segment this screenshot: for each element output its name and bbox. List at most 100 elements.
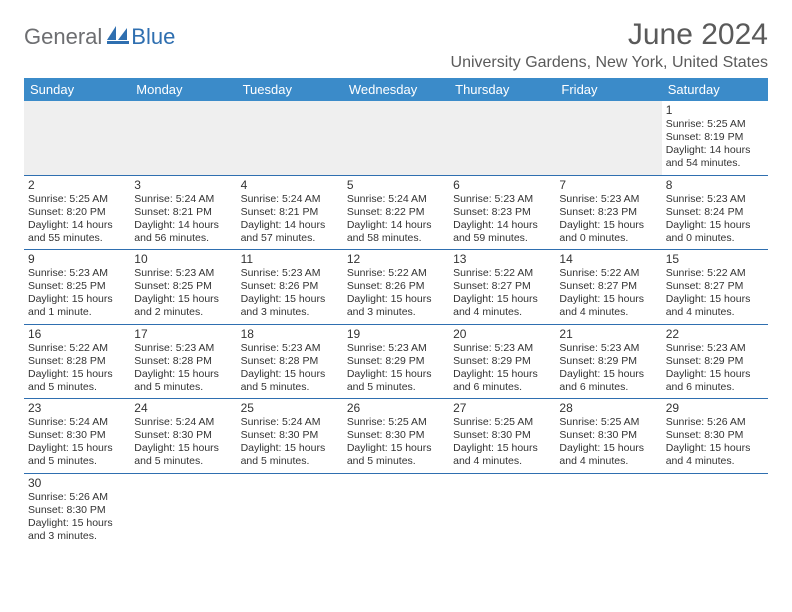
day-info-line: Daylight: 15 hours bbox=[347, 293, 445, 306]
calendar-day-cell: 27Sunrise: 5:25 AMSunset: 8:30 PMDayligh… bbox=[449, 399, 555, 474]
day-info-line: Sunset: 8:30 PM bbox=[453, 429, 551, 442]
day-info-line: and 0 minutes. bbox=[666, 232, 764, 245]
calendar-day-cell: 16Sunrise: 5:22 AMSunset: 8:28 PMDayligh… bbox=[24, 324, 130, 399]
day-number: 22 bbox=[666, 327, 764, 341]
calendar-day-cell: 24Sunrise: 5:24 AMSunset: 8:30 PMDayligh… bbox=[130, 399, 236, 474]
day-info-line: Daylight: 15 hours bbox=[559, 219, 657, 232]
day-number: 11 bbox=[241, 252, 339, 266]
day-info-line: Sunset: 8:29 PM bbox=[559, 355, 657, 368]
weekday-header-row: Sunday Monday Tuesday Wednesday Thursday… bbox=[24, 78, 768, 101]
calendar-day-cell: 1Sunrise: 5:25 AMSunset: 8:19 PMDaylight… bbox=[662, 101, 768, 175]
weekday-friday: Friday bbox=[555, 78, 661, 101]
day-info-line: Sunset: 8:19 PM bbox=[666, 131, 764, 144]
day-number: 21 bbox=[559, 327, 657, 341]
day-info-line: and 56 minutes. bbox=[134, 232, 232, 245]
day-info-line: Sunrise: 5:25 AM bbox=[666, 118, 764, 131]
month-title: June 2024 bbox=[451, 18, 768, 52]
day-info: Sunrise: 5:23 AMSunset: 8:29 PMDaylight:… bbox=[559, 342, 657, 395]
day-number: 15 bbox=[666, 252, 764, 266]
calendar-table: Sunday Monday Tuesday Wednesday Thursday… bbox=[24, 78, 768, 547]
day-info-line: Sunset: 8:30 PM bbox=[347, 429, 445, 442]
day-info-line: Sunrise: 5:23 AM bbox=[559, 193, 657, 206]
calendar-day-cell: 19Sunrise: 5:23 AMSunset: 8:29 PMDayligh… bbox=[343, 324, 449, 399]
calendar-day-cell bbox=[343, 473, 449, 547]
day-info-line: and 5 minutes. bbox=[28, 381, 126, 394]
day-info-line: Sunset: 8:27 PM bbox=[666, 280, 764, 293]
day-number: 14 bbox=[559, 252, 657, 266]
day-info: Sunrise: 5:24 AMSunset: 8:30 PMDaylight:… bbox=[241, 416, 339, 469]
day-info: Sunrise: 5:25 AMSunset: 8:19 PMDaylight:… bbox=[666, 118, 764, 171]
day-info-line: Daylight: 15 hours bbox=[241, 293, 339, 306]
day-info-line: and 5 minutes. bbox=[241, 381, 339, 394]
day-info-line: and 3 minutes. bbox=[28, 530, 126, 543]
day-info-line: Sunrise: 5:23 AM bbox=[666, 342, 764, 355]
calendar-page: General Blue June 2024 University Garden… bbox=[0, 0, 792, 565]
day-info-line: Daylight: 15 hours bbox=[347, 442, 445, 455]
calendar-day-cell bbox=[449, 473, 555, 547]
calendar-day-cell: 11Sunrise: 5:23 AMSunset: 8:26 PMDayligh… bbox=[237, 250, 343, 325]
day-info-line: and 2 minutes. bbox=[134, 306, 232, 319]
day-info-line: Sunrise: 5:24 AM bbox=[241, 193, 339, 206]
day-info: Sunrise: 5:23 AMSunset: 8:28 PMDaylight:… bbox=[241, 342, 339, 395]
day-info-line: Sunrise: 5:23 AM bbox=[241, 267, 339, 280]
day-info: Sunrise: 5:22 AMSunset: 8:27 PMDaylight:… bbox=[453, 267, 551, 320]
day-info: Sunrise: 5:23 AMSunset: 8:29 PMDaylight:… bbox=[347, 342, 445, 395]
day-info-line: Daylight: 15 hours bbox=[28, 293, 126, 306]
day-info-line: Sunrise: 5:23 AM bbox=[134, 342, 232, 355]
day-info: Sunrise: 5:25 AMSunset: 8:30 PMDaylight:… bbox=[559, 416, 657, 469]
day-number: 2 bbox=[28, 178, 126, 192]
day-info-line: Daylight: 15 hours bbox=[453, 442, 551, 455]
day-info-line: Daylight: 14 hours bbox=[666, 144, 764, 157]
calendar-body: 1Sunrise: 5:25 AMSunset: 8:19 PMDaylight… bbox=[24, 101, 768, 547]
day-info-line: Daylight: 14 hours bbox=[134, 219, 232, 232]
day-info-line: and 5 minutes. bbox=[347, 455, 445, 468]
day-info-line: Daylight: 15 hours bbox=[134, 442, 232, 455]
calendar-day-cell bbox=[662, 473, 768, 547]
day-info-line: and 4 minutes. bbox=[453, 306, 551, 319]
day-info-line: Sunrise: 5:24 AM bbox=[134, 193, 232, 206]
day-info-line: and 5 minutes. bbox=[347, 381, 445, 394]
calendar-day-cell: 17Sunrise: 5:23 AMSunset: 8:28 PMDayligh… bbox=[130, 324, 236, 399]
logo-sail-icon bbox=[107, 26, 129, 49]
weekday-monday: Monday bbox=[130, 78, 236, 101]
day-info-line: Daylight: 15 hours bbox=[559, 368, 657, 381]
calendar-week-row: 16Sunrise: 5:22 AMSunset: 8:28 PMDayligh… bbox=[24, 324, 768, 399]
day-number: 27 bbox=[453, 401, 551, 415]
day-info-line: Sunset: 8:28 PM bbox=[241, 355, 339, 368]
day-info-line: Daylight: 14 hours bbox=[453, 219, 551, 232]
day-info-line: Daylight: 14 hours bbox=[347, 219, 445, 232]
day-info-line: Sunset: 8:25 PM bbox=[134, 280, 232, 293]
calendar-day-cell bbox=[449, 101, 555, 175]
calendar-day-cell: 25Sunrise: 5:24 AMSunset: 8:30 PMDayligh… bbox=[237, 399, 343, 474]
day-info-line: Daylight: 15 hours bbox=[241, 442, 339, 455]
calendar-week-row: 2Sunrise: 5:25 AMSunset: 8:20 PMDaylight… bbox=[24, 175, 768, 250]
day-info: Sunrise: 5:23 AMSunset: 8:23 PMDaylight:… bbox=[559, 193, 657, 246]
day-info-line: Sunset: 8:23 PM bbox=[453, 206, 551, 219]
day-number: 29 bbox=[666, 401, 764, 415]
day-info: Sunrise: 5:23 AMSunset: 8:25 PMDaylight:… bbox=[28, 267, 126, 320]
day-info-line: Sunset: 8:30 PM bbox=[134, 429, 232, 442]
day-info-line: Sunset: 8:22 PM bbox=[347, 206, 445, 219]
calendar-day-cell: 18Sunrise: 5:23 AMSunset: 8:28 PMDayligh… bbox=[237, 324, 343, 399]
calendar-day-cell bbox=[237, 473, 343, 547]
day-info-line: Daylight: 15 hours bbox=[559, 442, 657, 455]
calendar-day-cell: 13Sunrise: 5:22 AMSunset: 8:27 PMDayligh… bbox=[449, 250, 555, 325]
day-info: Sunrise: 5:22 AMSunset: 8:26 PMDaylight:… bbox=[347, 267, 445, 320]
day-info-line: Sunrise: 5:24 AM bbox=[28, 416, 126, 429]
day-info: Sunrise: 5:23 AMSunset: 8:25 PMDaylight:… bbox=[134, 267, 232, 320]
day-info-line: Sunrise: 5:26 AM bbox=[28, 491, 126, 504]
day-info-line: Sunrise: 5:25 AM bbox=[453, 416, 551, 429]
day-info-line: Sunrise: 5:23 AM bbox=[347, 342, 445, 355]
day-number: 4 bbox=[241, 178, 339, 192]
day-info-line: Sunrise: 5:23 AM bbox=[453, 342, 551, 355]
day-info-line: Sunrise: 5:23 AM bbox=[666, 193, 764, 206]
day-info: Sunrise: 5:25 AMSunset: 8:30 PMDaylight:… bbox=[453, 416, 551, 469]
calendar-day-cell bbox=[237, 101, 343, 175]
day-info-line: and 3 minutes. bbox=[241, 306, 339, 319]
day-info-line: Daylight: 15 hours bbox=[453, 293, 551, 306]
location-text: University Gardens, New York, United Sta… bbox=[451, 54, 768, 72]
weekday-sunday: Sunday bbox=[24, 78, 130, 101]
day-info: Sunrise: 5:24 AMSunset: 8:22 PMDaylight:… bbox=[347, 193, 445, 246]
day-info: Sunrise: 5:24 AMSunset: 8:21 PMDaylight:… bbox=[241, 193, 339, 246]
day-info-line: and 6 minutes. bbox=[559, 381, 657, 394]
